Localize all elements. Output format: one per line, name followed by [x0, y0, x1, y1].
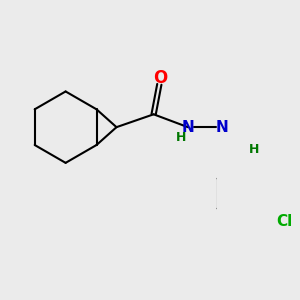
- Text: Cl: Cl: [276, 214, 293, 229]
- Text: H: H: [176, 130, 186, 144]
- Text: N: N: [216, 120, 229, 135]
- Text: H: H: [249, 143, 260, 157]
- Text: O: O: [153, 69, 167, 87]
- Text: N: N: [182, 120, 194, 135]
